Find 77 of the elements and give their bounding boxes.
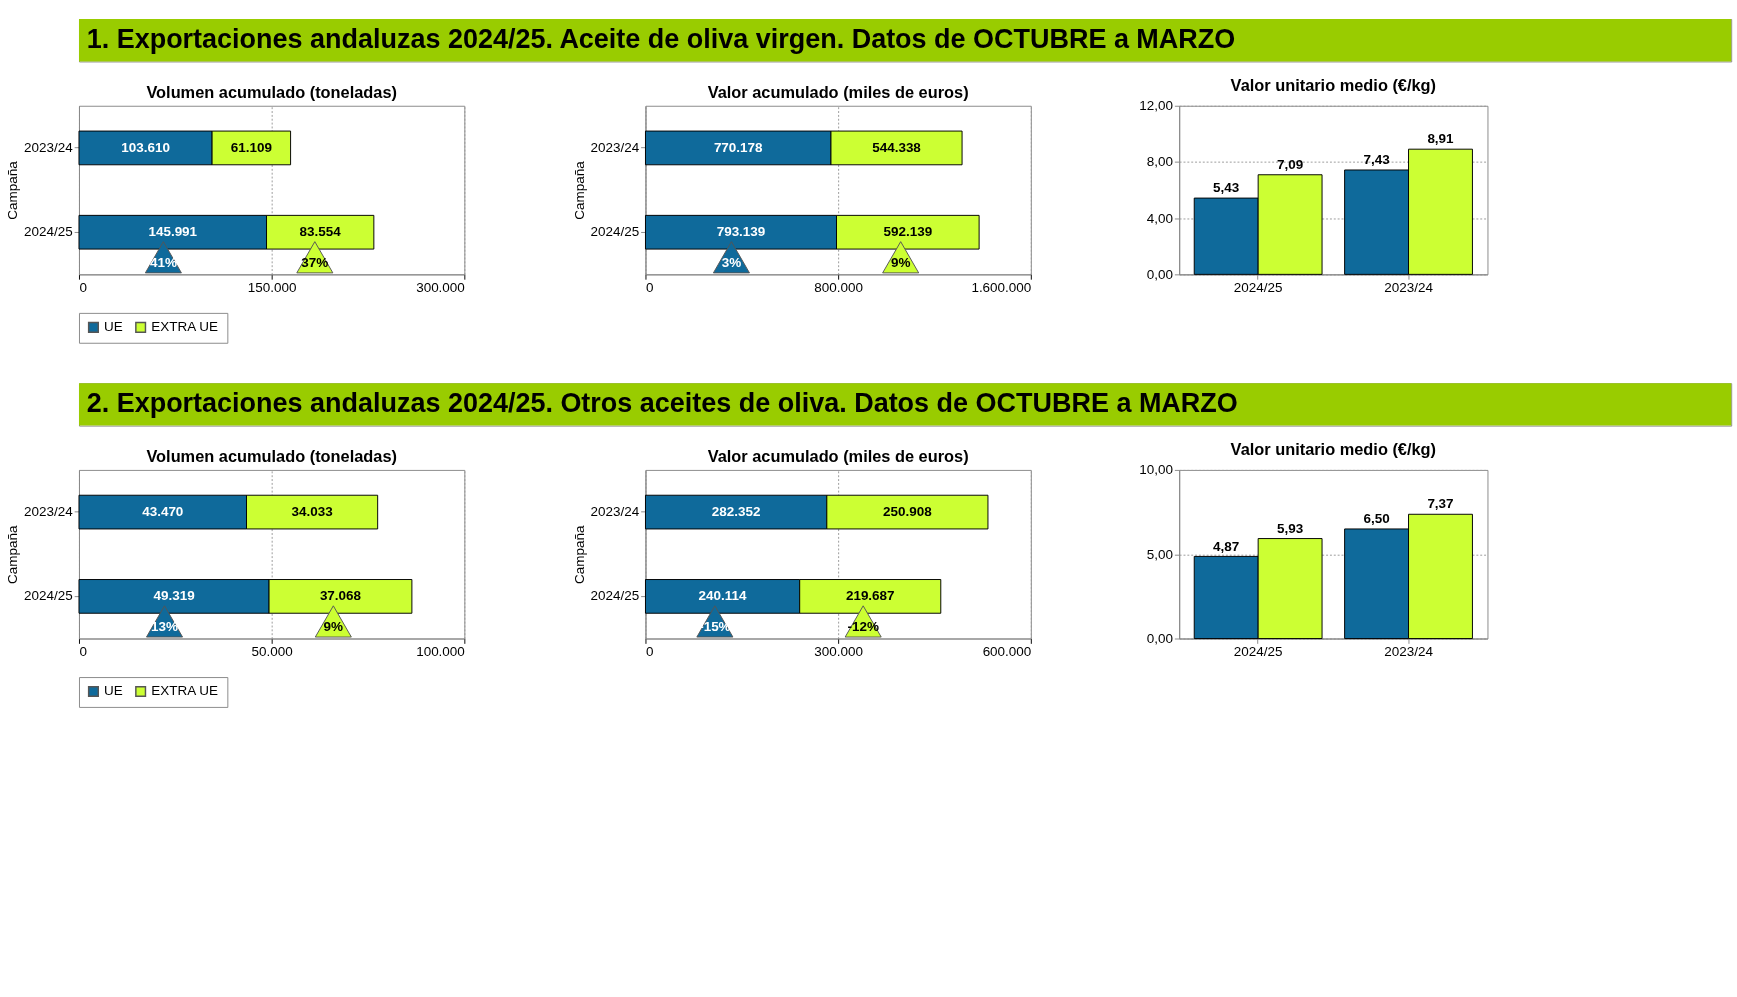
data-label: 103.610 [121,139,170,155]
annotation: 41% [149,254,177,270]
data-label: 4,87 [1213,538,1240,554]
data-label: 61.109 [230,139,272,155]
x-tick-label: 0 [645,644,654,660]
annotation: 3% [721,254,742,270]
y-tick-label: 2024/25 [590,224,640,240]
chart-title: Valor unitario medio (€/kg) [1230,76,1437,95]
data-label: 793.139 [716,224,766,240]
data-label: 83.554 [299,224,342,240]
data-label: 8,91 [1427,131,1455,147]
y-axis-title: Campaña [5,160,21,220]
data-label: 250.908 [883,503,933,519]
legend-label: EXTRA UE [151,683,218,699]
x-tick-label: 0 [645,280,654,296]
x-tick-label: 150.000 [247,280,297,296]
y-axis-title: Campaña [5,525,21,584]
y-tick-label: 2023/24 [24,503,74,519]
y-tick-label: 5,00 [1146,546,1173,562]
y-tick-label: 4,00 [1146,210,1173,226]
x-tick-label: 300.000 [814,644,863,660]
annotation: 9% [323,619,344,635]
annotation: 9% [890,254,911,270]
data-label: 6,50 [1363,511,1390,527]
x-tick-label: 50.000 [251,644,293,660]
x-tick-label: 100.000 [416,644,465,660]
x-tick-label: 300.000 [416,280,465,296]
y-tick-label: 2024/25 [590,588,640,604]
chart-title: Valor unitario medio (€/kg) [1230,440,1437,459]
x-tick-label: 2023/24 [1384,644,1434,660]
x-tick-label: 2023/24 [1384,280,1434,296]
data-label: 5,43 [1213,180,1240,196]
data-label: 49.319 [153,588,195,604]
legend-label: UE [104,683,123,699]
data-label: 770.178 [713,139,764,155]
data-label: 43.470 [142,503,184,519]
y-tick-label: 10,00 [1139,462,1173,478]
data-label: 240.114 [698,588,748,604]
x-tick-label: 1.600.000 [971,280,1032,296]
text: 2. Exportaciones andaluzas 2024/25. Otros aceites de oliva. Datos de OCTUBRE a MARZO [86,388,1238,419]
chart-title: Valor acumulado (miles de euros) [707,447,969,466]
annotation: 37% [301,254,329,270]
y-axis-title: Campaña [571,160,587,220]
data-label: 592.139 [883,224,933,240]
text: 1. Exportaciones andaluzas 2024/25. Aceite de oliva virgen. Datos de OCTUBRE a MARZO [86,23,1236,54]
y-tick-label: 2023/24 [24,139,74,155]
data-label: 34.033 [291,503,333,519]
legend-label: UE [104,319,123,335]
x-tick-label: 2024/25 [1233,644,1283,660]
data-label: 7,09 [1276,156,1304,172]
y-tick-label: 2023/24 [590,503,640,519]
data-label: 282.352 [711,503,761,519]
chart-title: Valor acumulado (miles de euros) [707,83,969,102]
x-tick-label: 600.000 [982,644,1032,660]
data-label: 145.991 [148,224,198,240]
annotation: 13% [151,619,179,635]
y-tick-label: 0,00 [1146,630,1173,646]
data-label: 5,93 [1276,520,1304,536]
y-tick-label: 12,00 [1139,98,1173,114]
x-tick-label: 0 [79,280,87,296]
data-label: 37.068 [319,588,362,604]
x-tick-label: 2024/25 [1233,280,1283,296]
data-label: 219.687 [845,588,895,604]
data-label: 544.338 [872,139,922,155]
x-tick-label: 0 [79,644,87,660]
y-axis-title: Campaña [571,525,587,584]
y-tick-label: 2024/25 [24,224,73,240]
y-tick-label: 0,00 [1146,266,1173,282]
data-label: 7,37 [1427,496,1454,512]
y-tick-label: 2023/24 [590,139,640,155]
chart-title: Volumen acumulado (toneladas) [146,447,397,466]
data-label: 7,43 [1363,152,1390,168]
y-tick-label: 2024/25 [24,588,73,604]
legend-label: EXTRA UE [151,319,218,335]
y-tick-label: 8,00 [1146,154,1173,170]
chart-title: Volumen acumulado (toneladas) [146,83,397,102]
x-tick-label: 800.000 [814,280,863,296]
